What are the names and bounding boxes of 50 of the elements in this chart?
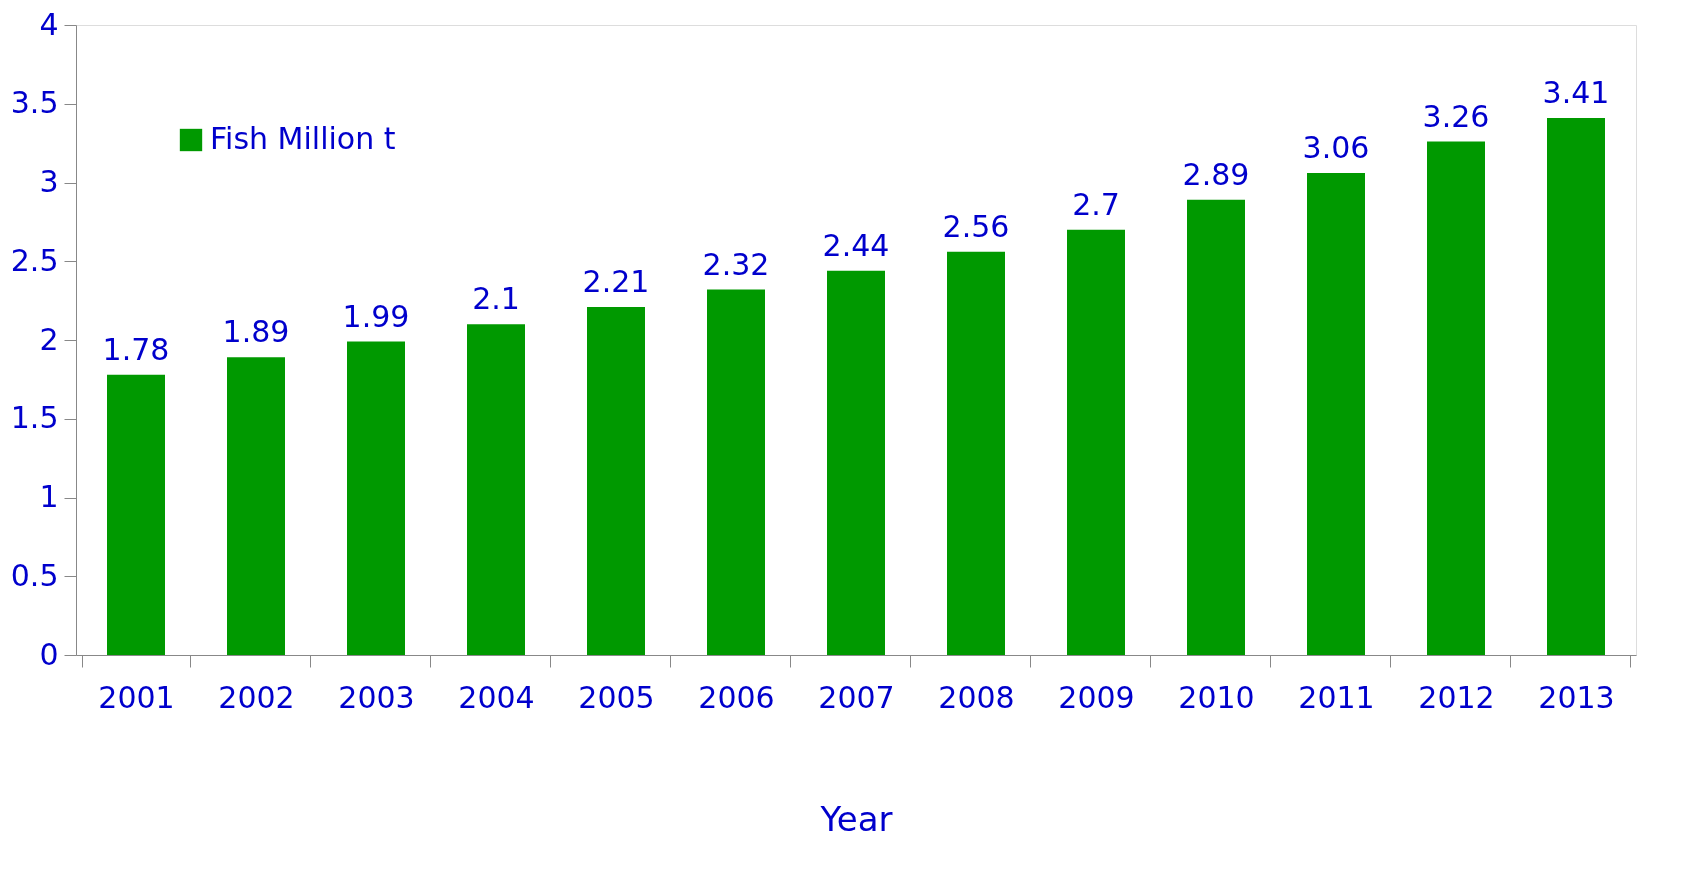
data-label: 3.26 (1422, 98, 1490, 134)
bar (227, 357, 285, 655)
y-tick-label: 0.5 (10, 557, 59, 593)
x-axis-title: Year (819, 798, 893, 839)
x-tick-label: 2004 (458, 679, 535, 715)
bar (1307, 173, 1365, 655)
data-label: 2.32 (702, 246, 770, 282)
data-label: 3.06 (1302, 130, 1370, 166)
bar (587, 306, 645, 655)
bar (1427, 141, 1485, 655)
x-tick-label: 2006 (698, 679, 775, 715)
y-tick-label: 2 (39, 321, 59, 357)
data-label: 2.21 (582, 263, 650, 299)
bar (1547, 117, 1605, 655)
x-tick-label: 2001 (98, 679, 175, 715)
bar (947, 251, 1005, 655)
data-label: 3.41 (1542, 74, 1610, 110)
bar (827, 270, 885, 655)
y-tick-label: 1.5 (10, 400, 59, 436)
bar (1187, 199, 1245, 655)
y-tick-label: 3 (39, 164, 59, 199)
y-tick-label: 2.5 (10, 242, 59, 278)
data-label: 2.1 (472, 281, 520, 317)
x-tick-label: 2010 (1178, 679, 1255, 715)
data-label: 2.56 (942, 208, 1010, 244)
data-label: 1.99 (342, 298, 410, 334)
legend-label: Fish Million t (210, 121, 396, 156)
x-tick-label: 2008 (938, 679, 1015, 715)
bar (347, 341, 405, 655)
bar (707, 289, 765, 655)
x-tick-label: 2009 (1058, 679, 1135, 715)
x-tick-label: 2012 (1418, 679, 1495, 715)
x-tick-label: 2002 (218, 679, 295, 715)
data-label: 2.7 (1072, 186, 1120, 222)
data-label: 1.78 (102, 331, 170, 367)
x-tick-label: 2011 (1298, 679, 1375, 715)
y-tick-label: 3.5 (10, 85, 59, 121)
y-tick-label: 1 (39, 479, 59, 514)
x-tick-label: 2007 (818, 679, 895, 715)
y-tick-label: 4 (39, 6, 59, 42)
x-tick-label: 2005 (578, 679, 655, 715)
bar (1067, 229, 1125, 655)
x-tick-label: 2013 (1538, 679, 1615, 715)
bar (107, 374, 165, 655)
data-label: 2.44 (822, 227, 890, 263)
y-tick-label: 0 (39, 636, 59, 672)
data-label: 2.89 (1182, 156, 1250, 192)
bar (467, 324, 525, 655)
x-tick-label: 2003 (338, 679, 415, 715)
data-label: 1.89 (222, 314, 290, 350)
